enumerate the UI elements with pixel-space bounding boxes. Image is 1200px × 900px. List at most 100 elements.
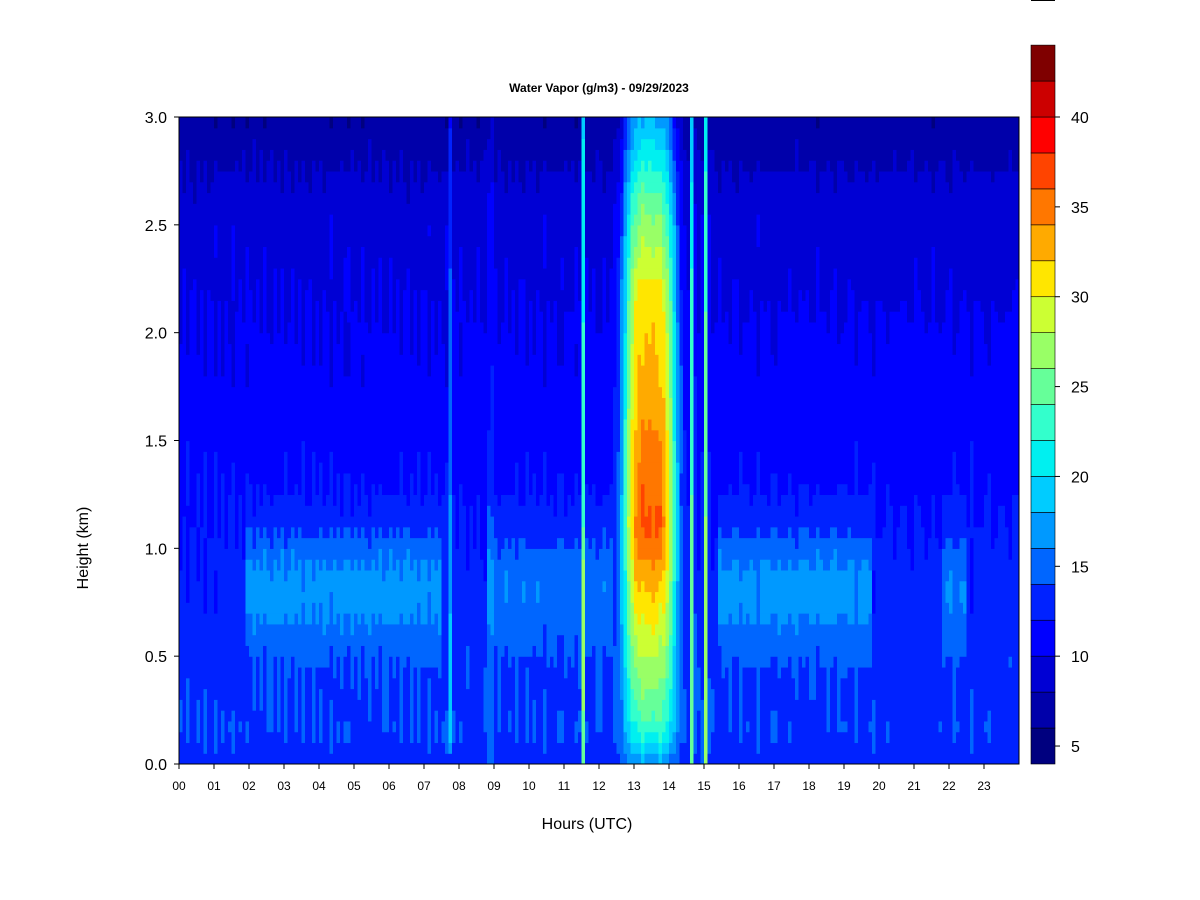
heatmap-cell xyxy=(424,548,429,560)
heatmap-cell xyxy=(210,375,215,388)
heatmap-cell xyxy=(438,462,443,474)
heatmap-cell xyxy=(343,505,348,517)
heatmap-cell xyxy=(235,462,240,474)
heatmap-cell xyxy=(357,224,362,237)
heatmap-cell xyxy=(452,494,457,506)
heatmap-cell xyxy=(319,677,324,690)
heatmap-cell xyxy=(298,656,303,668)
heatmap-cell xyxy=(196,699,201,711)
heatmap-cell xyxy=(424,418,429,431)
heatmap-cell xyxy=(235,515,240,528)
heatmap-cell xyxy=(406,472,411,485)
heatmap-cell xyxy=(368,623,373,636)
heatmap-cell xyxy=(417,418,422,431)
heatmap-cell xyxy=(315,569,320,582)
heatmap-cell xyxy=(315,397,320,409)
heatmap-cell xyxy=(203,365,208,377)
heatmap-cell xyxy=(280,214,285,226)
heatmap-cell xyxy=(200,375,205,388)
heatmap-cell xyxy=(231,289,236,301)
heatmap-cell xyxy=(455,289,460,301)
heatmap-cell xyxy=(413,138,418,150)
heatmap-cell xyxy=(368,278,373,291)
heatmap-cell xyxy=(350,332,355,345)
heatmap-cell xyxy=(396,203,401,215)
heatmap-cell xyxy=(277,753,282,764)
heatmap-cell xyxy=(207,634,212,646)
heatmap-cell xyxy=(315,214,320,226)
heatmap-cell xyxy=(217,160,222,172)
heatmap-cell xyxy=(224,397,229,409)
heatmap-cell xyxy=(305,451,310,463)
heatmap-cell xyxy=(452,688,457,700)
heatmap-cell xyxy=(284,472,289,485)
heatmap-cell xyxy=(193,386,198,398)
heatmap-cell xyxy=(203,375,208,388)
heatmap-cell xyxy=(182,548,187,560)
heatmap-cell xyxy=(343,321,348,334)
heatmap-cell xyxy=(438,505,443,517)
heatmap-cell xyxy=(238,526,243,539)
heatmap-cell xyxy=(406,602,411,614)
heatmap-cell xyxy=(399,451,404,463)
heatmap-cell xyxy=(291,354,296,366)
heatmap-cell xyxy=(396,127,401,140)
heatmap-cell xyxy=(193,505,198,517)
heatmap-cell xyxy=(224,311,229,323)
heatmap-cell xyxy=(375,462,380,474)
heatmap-cell xyxy=(371,613,376,625)
heatmap-cell xyxy=(224,677,229,690)
heatmap-cell xyxy=(375,343,380,355)
heatmap-cell xyxy=(364,699,369,711)
heatmap-cell xyxy=(371,559,376,571)
heatmap-cell xyxy=(371,397,376,409)
heatmap-cell xyxy=(354,515,359,528)
heatmap-cell xyxy=(322,613,327,625)
heatmap-cell xyxy=(420,483,425,496)
heatmap-cell xyxy=(224,462,229,474)
heatmap-cell xyxy=(357,720,362,733)
heatmap-cell xyxy=(368,332,373,345)
heatmap-cell xyxy=(217,311,222,323)
heatmap-cell xyxy=(182,224,187,237)
heatmap-cell xyxy=(389,440,394,452)
heatmap-cell xyxy=(403,170,408,183)
heatmap-cell xyxy=(445,418,450,431)
heatmap-cell xyxy=(375,429,380,442)
heatmap-cell xyxy=(431,257,436,269)
heatmap-cell xyxy=(291,127,296,140)
heatmap-cell xyxy=(336,300,341,312)
heatmap-cell xyxy=(354,462,359,474)
heatmap-cell xyxy=(319,742,324,754)
heatmap-cell xyxy=(203,602,208,614)
heatmap-cell xyxy=(242,246,247,258)
heatmap-cell xyxy=(455,753,460,764)
heatmap-cell xyxy=(431,613,436,625)
heatmap-cell xyxy=(266,257,271,269)
heatmap-cell xyxy=(280,472,285,485)
heatmap-cell xyxy=(340,267,345,280)
heatmap-cell xyxy=(396,311,401,323)
heatmap-cell xyxy=(371,731,376,744)
heatmap-cell xyxy=(221,656,226,668)
heatmap-cell xyxy=(221,731,226,744)
heatmap-cell xyxy=(455,645,460,657)
heatmap-cell xyxy=(277,440,282,452)
heatmap-cell xyxy=(364,494,369,506)
heatmap-cell xyxy=(417,267,422,280)
heatmap-cell xyxy=(392,569,397,582)
heatmap-cell xyxy=(179,300,184,312)
heatmap-cell xyxy=(396,408,401,420)
heatmap-cell xyxy=(371,192,376,204)
heatmap-cell xyxy=(364,602,369,614)
heatmap-cell xyxy=(273,181,278,194)
heatmap-cell xyxy=(382,623,387,636)
heatmap-cell xyxy=(368,440,373,452)
heatmap-cell xyxy=(340,548,345,560)
heatmap-cell xyxy=(368,656,373,668)
heatmap-cell xyxy=(196,494,201,506)
heatmap-cell xyxy=(182,408,187,420)
heatmap-cell xyxy=(452,257,457,269)
heatmap-cell xyxy=(343,591,348,603)
heatmap-cell xyxy=(228,623,233,636)
